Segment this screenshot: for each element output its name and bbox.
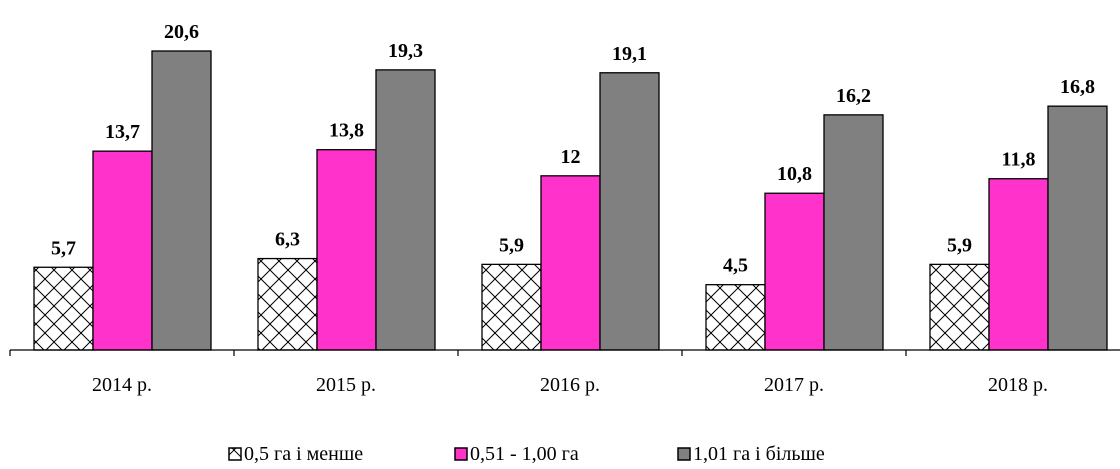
value-label: 11,8 (1002, 149, 1036, 171)
value-label: 16,8 (1060, 76, 1095, 98)
bars-group (33, 50, 1108, 351)
value-label: 13,7 (105, 121, 140, 143)
value-label: 5,7 (51, 237, 76, 259)
legend-label: 0,5 га і менше (244, 443, 363, 465)
value-label: 5,9 (947, 234, 972, 256)
bar-1-2 (257, 257, 318, 351)
legend-swatch (677, 447, 691, 461)
x-axis: 2014 р. 2015 р. 2016 р. 2017 р. 2018 р. (9, 349, 1120, 396)
value-label: 19,3 (388, 40, 423, 62)
value-label: 19,1 (612, 43, 647, 65)
bar-2-1 (92, 150, 153, 351)
x-tick-label: 2018 р. (988, 374, 1048, 396)
bar-3-3 (599, 72, 660, 351)
legend: 0,5 га і менше 0,51 - 1,00 га 1,01 га і бі… (228, 443, 825, 465)
value-label: 10,8 (777, 163, 812, 185)
value-label: 16,2 (836, 85, 871, 107)
legend-label: 0,51 - 1,00 га (470, 443, 579, 465)
bar-2-4 (764, 192, 825, 351)
value-label: 20,6 (164, 21, 199, 43)
bar-3-5 (1047, 105, 1108, 351)
value-label: 12 (561, 146, 581, 168)
value-label: 6,3 (275, 229, 300, 251)
bar-2-2 (316, 149, 377, 351)
legend-swatch (228, 447, 242, 461)
value-label: 5,9 (499, 234, 524, 256)
bar-2-3 (540, 175, 601, 351)
x-tick-label: 2014 р. (92, 374, 152, 396)
x-tick-label: 2016 р. (540, 374, 600, 396)
bar-1-1 (33, 266, 94, 351)
legend-label: 1,01 га і більше (693, 443, 825, 465)
value-labels-group: 5,7 13,7 20,6 6,3 13,8 19,3 5,9 12 19,1 4,5 10,8 16… (51, 21, 1095, 277)
value-label: 13,8 (329, 120, 364, 142)
bar-3-2 (375, 69, 436, 351)
x-tick-label: 2015 р. (316, 374, 376, 396)
bar-3-1 (151, 50, 212, 351)
legend-swatch (454, 447, 468, 461)
bar-1-3 (481, 263, 542, 351)
value-label: 4,5 (723, 255, 748, 277)
bar-1-5 (929, 263, 990, 351)
x-tick-label: 2017 р. (764, 374, 824, 396)
bar-3-4 (823, 114, 884, 351)
bar-2-5 (988, 178, 1049, 351)
bar-1-4 (705, 284, 766, 351)
